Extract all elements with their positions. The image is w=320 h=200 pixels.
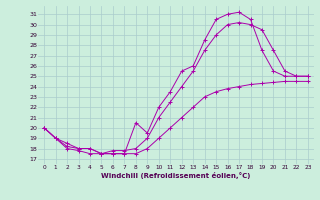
X-axis label: Windchill (Refroidissement éolien,°C): Windchill (Refroidissement éolien,°C) bbox=[101, 172, 251, 179]
